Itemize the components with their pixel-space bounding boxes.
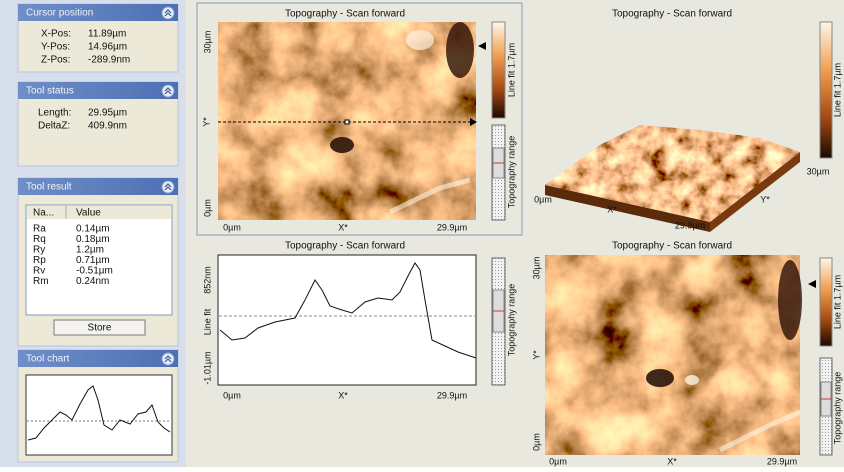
color-bar xyxy=(820,22,832,158)
window-title: Topography - Scan forward xyxy=(285,241,405,252)
x-axis-left: 0µm xyxy=(534,194,552,204)
tool-status-panel: Tool status Length: 29.95µm DeltaZ: 409.… xyxy=(18,82,178,166)
range-label: Topography range xyxy=(506,136,516,209)
result-value: -0.51µm xyxy=(76,266,113,277)
bright-region xyxy=(406,30,434,50)
tool-result-panel: Tool result Na... Value Ra 0.14µm Rq 0.18µm… xyxy=(18,178,178,346)
window-title: Topography - Scan forward xyxy=(612,241,732,252)
color-bar-label: Line fit 1.7µm xyxy=(506,43,516,97)
result-name: Rp xyxy=(33,255,46,266)
scan-window-2: Topography - Scan forward Line fit 1.7µm… xyxy=(531,241,842,467)
color-bar xyxy=(820,258,832,346)
panel-title: Cursor position xyxy=(26,8,93,19)
y-axis-label: Y* xyxy=(201,117,211,127)
bright-spot xyxy=(685,375,699,385)
x-axis-left: 0µm xyxy=(549,456,567,466)
topography-image xyxy=(545,255,800,455)
tool-chart-panel: Tool chart xyxy=(18,350,178,462)
dark-region xyxy=(778,260,802,340)
result-value: 0.14µm xyxy=(76,224,110,235)
profile-window: Topography - Scan forward Topography ran… xyxy=(202,241,516,401)
panel-title: Tool chart xyxy=(26,354,70,365)
panel-title: Tool result xyxy=(26,182,72,193)
dark-region xyxy=(446,22,474,78)
result-name: Rm xyxy=(33,276,49,287)
mini-chart xyxy=(26,375,172,455)
y-axis-top: 30µm xyxy=(531,257,541,280)
x-axis-left: 0µm xyxy=(223,222,241,232)
label: DeltaZ: xyxy=(38,121,70,132)
color-bar-label: Line fit 1.7µm xyxy=(832,63,842,117)
label: Y-Pos: xyxy=(41,42,70,53)
value: 14.96µm xyxy=(88,42,127,53)
result-name: Rq xyxy=(33,234,46,245)
value: 29.95µm xyxy=(88,108,127,119)
x-axis-label: X* xyxy=(607,204,617,214)
column-header: Na... xyxy=(33,208,54,219)
value: 409.9nm xyxy=(88,121,127,132)
dark-spot xyxy=(330,137,354,153)
scan-window-1: Topography - Scan forward Line fit 1.7µm… xyxy=(197,3,522,235)
y-axis-label: Line fit xyxy=(202,308,212,335)
x-axis-left: 0µm xyxy=(223,390,241,400)
label: Z-Pos: xyxy=(41,55,70,66)
color-bar-label: Line fit 1.7µm xyxy=(832,275,842,329)
profile-plot xyxy=(218,255,476,385)
value: -289.9nm xyxy=(88,55,130,66)
result-value: 1.2µm xyxy=(76,245,104,256)
color-bar xyxy=(492,22,505,118)
x-axis-label: X* xyxy=(338,222,348,232)
window-title: Topography - Scan forward xyxy=(285,9,405,20)
y-axis-right: 30µm xyxy=(807,166,830,176)
y-axis-bottom: 0µm xyxy=(531,433,541,451)
y-axis-label: Y* xyxy=(531,350,541,360)
cursor-marker xyxy=(345,120,349,124)
result-value: 0.24nm xyxy=(76,276,109,287)
cursor-position-panel: Cursor position X-Pos: 11.89µm Y-Pos: 14… xyxy=(18,4,178,72)
x-axis-right: 29.9µm xyxy=(767,456,797,466)
body: Cursor position X-Pos: 11.89µm Y-Pos: 14… xyxy=(0,0,844,467)
x-axis-right: 29.9µm xyxy=(675,220,705,230)
panel-title: Tool status xyxy=(26,86,74,97)
result-value: 0.71µm xyxy=(76,255,110,266)
result-name: Ra xyxy=(33,224,46,235)
label: Length: xyxy=(38,108,71,119)
x-axis-right: 29.9µm xyxy=(437,390,467,400)
result-name: Ry xyxy=(33,245,45,256)
range-label: Topography range xyxy=(832,372,842,445)
y-axis-label: Y* xyxy=(760,194,770,204)
y-axis-bottom: -1.01µm xyxy=(202,351,212,384)
y-axis-bottom: 0µm xyxy=(202,199,212,217)
y-axis-top: 30µm xyxy=(202,31,212,54)
x-axis-label: X* xyxy=(667,456,677,466)
range-label: Topography range xyxy=(506,284,516,357)
column-header: Value xyxy=(76,208,101,219)
y-axis-top: 852nm xyxy=(202,266,212,294)
dark-spot xyxy=(646,369,674,387)
page: Topography {"sidebar":{"cursor_position"… xyxy=(0,0,844,467)
x-axis-right: 29.9µm xyxy=(437,222,467,232)
x-axis-label: X* xyxy=(338,390,348,400)
result-value: 0.18µm xyxy=(76,234,110,245)
result-name: Rv xyxy=(33,266,45,277)
store-button-label[interactable]: Store xyxy=(88,323,112,334)
window-title: Topography - Scan forward xyxy=(612,9,732,20)
value: 11.89µm xyxy=(88,29,126,40)
label: X-Pos: xyxy=(41,29,71,40)
screen: Cursor position X-Pos: 11.89µm Y-Pos: 14… xyxy=(0,0,844,467)
